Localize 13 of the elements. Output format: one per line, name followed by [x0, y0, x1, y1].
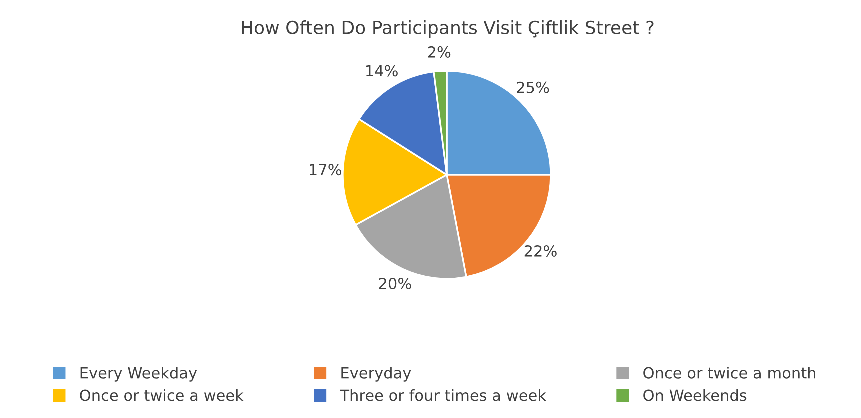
- legend-label: Once or twice a month: [644, 367, 816, 379]
- legend-label: Once or twice a week: [80, 389, 244, 402]
- chart-title: How Often Do Participants Visit Çiftlik Street ?: [242, 20, 654, 38]
- legend-label: Everyday: [342, 367, 412, 382]
- data-label: 2%: [428, 46, 451, 58]
- legend-label: On Weekends: [644, 389, 747, 402]
- data-label: 22%: [524, 245, 557, 257]
- data-label: 17%: [310, 164, 342, 176]
- data-label: 14%: [366, 65, 398, 77]
- legend-label: Three or four times a week: [340, 389, 546, 402]
- legend-label: Every Weekday: [80, 367, 198, 382]
- data-label: 25%: [517, 82, 550, 94]
- data-label: 20%: [379, 278, 412, 290]
